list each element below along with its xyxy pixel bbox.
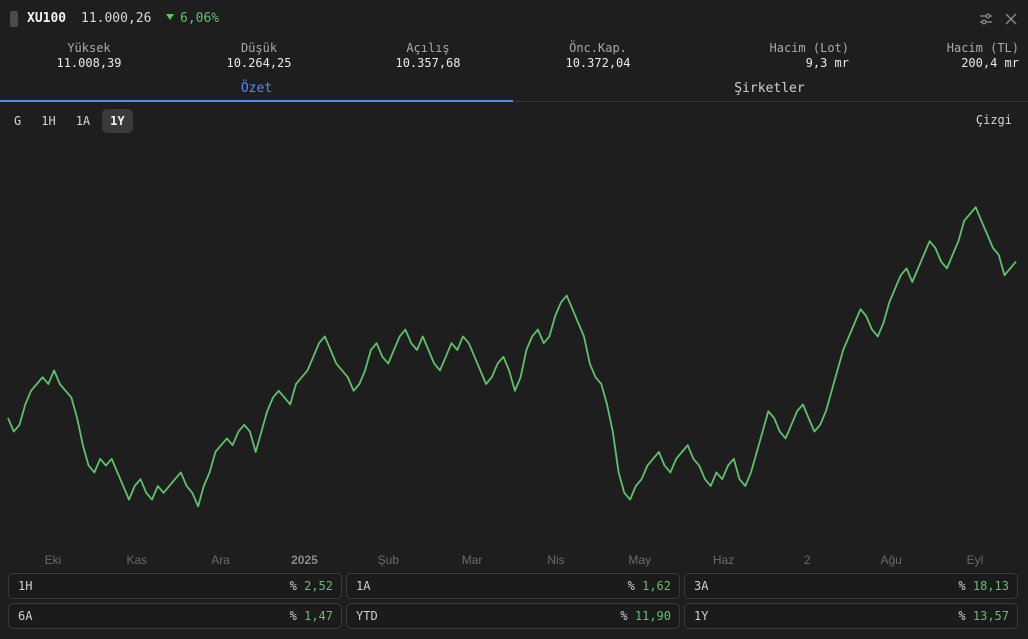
x-tick-label: Haz bbox=[713, 553, 734, 567]
tab-companies[interactable]: Şirketler bbox=[734, 81, 805, 96]
x-tick-label: Eki bbox=[45, 553, 62, 567]
tab-bar: Özet Şirketler bbox=[0, 80, 1028, 102]
range-month-button[interactable]: 1A bbox=[75, 114, 91, 128]
performance-label: YTD bbox=[356, 609, 378, 623]
performance-label: 1A bbox=[356, 579, 371, 593]
x-tick-label: Ara bbox=[211, 553, 230, 567]
stat-volume-lot: Hacim (Lot) 9,3 mr bbox=[679, 41, 849, 71]
performance-row: 1H % 2,52 1A % 1,62 3A % 18,13 bbox=[8, 573, 1020, 599]
performance-value: % 13,57 bbox=[958, 609, 1009, 623]
range-year-button[interactable]: 1Y bbox=[102, 109, 133, 133]
x-tick-label: Kas bbox=[126, 553, 147, 567]
stat-label: Düşük bbox=[240, 41, 278, 55]
stat-open: Açılış 10.357,68 bbox=[343, 41, 513, 71]
performance-cell: 1H % 2,52 bbox=[8, 573, 342, 599]
triangle-down-icon bbox=[166, 14, 174, 20]
stat-label: Açılış bbox=[406, 41, 450, 55]
price-chart: Eki Kas Ara 2025 Şub Mar Nis May Haz 2 Ağu Eyl bbox=[7, 206, 1017, 567]
stat-volume-tl: Hacim (TL) 200,4 mr bbox=[849, 41, 1019, 71]
stat-label: Yüksek bbox=[67, 41, 111, 55]
performance-label: 6A bbox=[18, 609, 33, 623]
x-tick-label: 2025 bbox=[291, 553, 318, 567]
stat-value: 10.372,04 bbox=[565, 56, 631, 70]
stat-label: Hacim (Lot) bbox=[769, 41, 849, 55]
performance-number: 1,47 bbox=[304, 609, 333, 623]
last-price: 11.000,26 bbox=[81, 11, 152, 26]
performance-cell: YTD % 11,90 bbox=[346, 603, 680, 629]
performance-cell: 3A % 18,13 bbox=[684, 573, 1018, 599]
percent-sign: % bbox=[289, 609, 297, 623]
stat-label: Hacim (TL) bbox=[946, 41, 1019, 55]
x-tick-label: 2 bbox=[804, 553, 811, 567]
performance-label: 1Y bbox=[694, 609, 709, 623]
performance-row: 6A % 1,47 YTD % 11,90 1Y % 13,57 bbox=[8, 603, 1020, 629]
symbol-name: XU100 bbox=[27, 11, 67, 26]
performance-cell: 6A % 1,47 bbox=[8, 603, 342, 629]
performance-label: 1H bbox=[18, 579, 33, 593]
performance-number: 11,90 bbox=[634, 609, 671, 623]
performance-label: 3A bbox=[694, 579, 709, 593]
percent-sign: % bbox=[620, 609, 628, 623]
performance-cell: 1Y % 13,57 bbox=[684, 603, 1018, 629]
stat-high: Yüksek 11.008,39 bbox=[4, 41, 174, 71]
chart-type-button[interactable]: Çizgi bbox=[975, 113, 1012, 127]
percent-sign: % bbox=[958, 609, 966, 623]
x-tick-label: May bbox=[628, 553, 651, 567]
range-selector: G 1H 1A 1Y bbox=[6, 109, 133, 133]
stat-low: Düşük 10.264,25 bbox=[174, 41, 344, 71]
range-week-button[interactable]: 1H bbox=[41, 114, 56, 128]
close-icon[interactable] bbox=[1003, 11, 1019, 27]
stat-prev-close: Önc.Kap. 10.372,04 bbox=[513, 41, 683, 71]
performance-number: 13,57 bbox=[972, 609, 1009, 623]
performance-number: 2,52 bbox=[304, 579, 333, 593]
stat-label: Önc.Kap. bbox=[569, 41, 627, 55]
performance-cell: 1A % 1,62 bbox=[346, 573, 680, 599]
price-line bbox=[7, 206, 1017, 508]
x-tick-label: Şub bbox=[378, 553, 400, 567]
performance-value: % 1,47 bbox=[290, 609, 333, 623]
performance-value: % 18,13 bbox=[958, 579, 1009, 593]
percent-sign: % bbox=[289, 579, 297, 593]
stats-bar: Yüksek 11.008,39 Düşük 10.264,25 Açılış … bbox=[0, 41, 1028, 75]
stat-value: 200,4 mr bbox=[961, 56, 1019, 70]
stat-value: 9,3 mr bbox=[805, 56, 849, 70]
sliders-icon[interactable] bbox=[978, 11, 994, 27]
price-change-value: 6,06% bbox=[180, 11, 220, 26]
performance-number: 1,62 bbox=[642, 579, 671, 593]
x-tick-label: Ağu bbox=[881, 553, 902, 567]
performance-number: 18,13 bbox=[972, 579, 1009, 593]
title-bar: XU100 11.000,26 6,06% bbox=[0, 0, 1028, 38]
x-tick-label: Mar bbox=[462, 553, 483, 567]
x-axis: Eki Kas Ara 2025 Şub Mar Nis May Haz 2 Ağu Eyl bbox=[45, 553, 984, 567]
performance-value: % 1,62 bbox=[628, 579, 671, 593]
range-day-button[interactable]: G bbox=[14, 114, 22, 128]
stat-value: 10.264,25 bbox=[226, 56, 292, 70]
drag-handle-icon[interactable] bbox=[10, 11, 18, 27]
stat-value: 11.008,39 bbox=[56, 56, 122, 70]
percent-sign: % bbox=[958, 579, 966, 593]
stat-value: 10.357,68 bbox=[395, 56, 461, 70]
x-tick-label: Eyl bbox=[967, 553, 984, 567]
percent-sign: % bbox=[627, 579, 635, 593]
price-change: 6,06% bbox=[166, 11, 219, 26]
performance-value: % 11,90 bbox=[620, 609, 671, 623]
x-tick-label: Nis bbox=[547, 553, 564, 567]
tab-summary[interactable]: Özet bbox=[0, 80, 513, 102]
performance-value: % 2,52 bbox=[290, 579, 333, 593]
